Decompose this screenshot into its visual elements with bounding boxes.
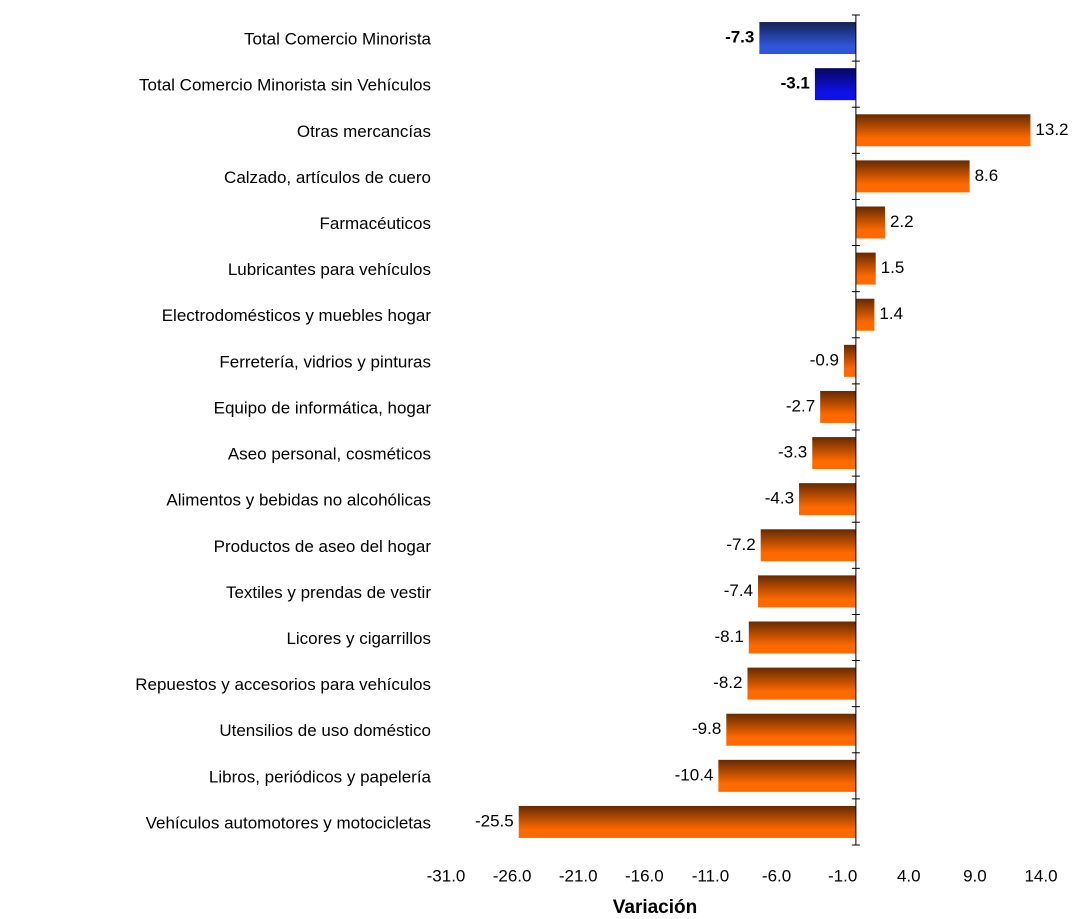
y-tick-label: Total Comercio Minorista sin Vehículos — [139, 76, 431, 95]
x-tick-label: -16.0 — [625, 866, 664, 885]
x-tick-label: 14.0 — [1024, 866, 1057, 885]
y-tick-label: Productos de aseo del hogar — [214, 537, 432, 556]
x-tick-label: 9.0 — [963, 866, 987, 885]
x-tick-label: -11.0 — [692, 866, 730, 885]
value-label: -7.3 — [725, 28, 754, 47]
y-tick-label: Licores y cigarrillos — [286, 629, 431, 648]
y-tick-label: Utensilios de uso doméstico — [219, 721, 431, 740]
bar — [855, 160, 970, 193]
y-tick-label: Farmacéuticos — [320, 214, 431, 233]
y-tick-label: Equipo de informática, hogar — [214, 398, 432, 417]
y-tick-label: Otras mercancías — [297, 122, 431, 141]
bar — [855, 114, 1031, 147]
y-tick-label: Calzado, artículos de cuero — [224, 168, 431, 187]
bar — [855, 206, 885, 239]
bar — [855, 252, 876, 285]
bar — [799, 483, 856, 516]
y-tick-label: Libros, periódicos y papelería — [209, 767, 432, 786]
value-label: 8.6 — [975, 166, 999, 185]
y-tick-label: Alimentos y bebidas no alcohólicas — [166, 491, 431, 510]
value-label: -10.4 — [675, 765, 714, 784]
value-label: -0.9 — [810, 350, 839, 369]
value-label: -25.5 — [475, 811, 514, 830]
y-tick-label: Aseo personal, cosméticos — [228, 445, 431, 464]
x-tick-label: -6.0 — [762, 866, 791, 885]
bar — [843, 344, 856, 377]
y-tick-label: Repuestos y accesorios para vehículos — [135, 675, 431, 694]
bar — [518, 805, 856, 838]
bar — [726, 713, 856, 746]
value-label: 1.5 — [881, 258, 905, 277]
y-tick-label: Ferretería, vidrios y pinturas — [219, 352, 431, 371]
y-tick-label: Vehículos automotores y motocicletas — [146, 813, 431, 832]
bar — [855, 298, 875, 331]
value-label: 1.4 — [879, 304, 903, 323]
x-tick-label: -26.0 — [493, 866, 532, 885]
x-tick-label: -31.0 — [427, 866, 466, 885]
x-tick-label: -1.0 — [828, 866, 857, 885]
x-tick-label: -21.0 — [559, 866, 598, 885]
y-tick-label: Total Comercio Minorista — [244, 30, 432, 49]
value-label: 13.2 — [1035, 120, 1068, 139]
bar — [812, 437, 856, 470]
x-tick-label: 4.0 — [897, 866, 921, 885]
bar — [760, 529, 856, 562]
y-tick-label: Textiles y prendas de vestir — [226, 583, 431, 602]
x-axis-title: Variación — [613, 897, 698, 918]
value-label: -9.8 — [692, 719, 721, 738]
value-label: -4.3 — [765, 489, 794, 508]
bar — [718, 759, 856, 792]
y-tick-label: Lubricantes para vehículos — [228, 260, 431, 279]
value-label: -7.2 — [726, 535, 755, 554]
bar — [759, 22, 856, 55]
bar — [758, 575, 856, 608]
value-label: -8.2 — [713, 673, 742, 692]
bar — [814, 68, 856, 101]
value-label: -3.3 — [778, 443, 807, 462]
value-label: -7.4 — [724, 581, 753, 600]
value-label: 2.2 — [890, 212, 914, 231]
value-label: -8.1 — [714, 627, 743, 646]
bar — [747, 667, 856, 700]
value-label: -2.7 — [786, 396, 815, 415]
bar — [820, 390, 856, 423]
bar — [748, 621, 856, 654]
y-tick-label: Electrodomésticos y muebles hogar — [162, 306, 432, 325]
value-label: -3.1 — [781, 74, 810, 93]
